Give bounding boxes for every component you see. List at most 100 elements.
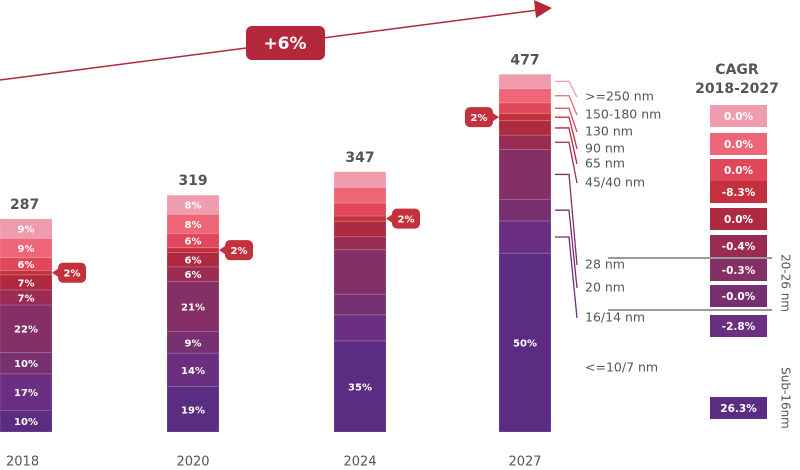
leader-line	[555, 236, 578, 319]
cagr-box	[710, 285, 767, 307]
bar-segment	[333, 340, 387, 433]
cagr-box	[710, 235, 767, 257]
bar-segment	[166, 352, 220, 387]
segment-label: 8%	[185, 220, 202, 231]
leader-line	[555, 116, 578, 150]
segment-label: 6%	[185, 256, 202, 267]
bar-segment	[333, 249, 387, 295]
legend-label: 16/14 nm	[585, 310, 645, 325]
callout-label: 2%	[471, 113, 488, 124]
bar-segment	[333, 236, 387, 251]
bar-segment	[166, 331, 220, 354]
callout-label: 2%	[398, 215, 415, 226]
bar-segment	[333, 187, 387, 204]
segment-label: 22%	[14, 325, 38, 336]
segment-label: 21%	[181, 302, 205, 313]
leader-line	[555, 95, 578, 116]
bar-segment	[498, 134, 552, 150]
x-tick-label: 2018	[6, 455, 39, 470]
cagr-label: -2.8%	[722, 321, 756, 333]
cagr-label: 0.0%	[724, 214, 754, 226]
cagr-label: -8.3%	[722, 187, 756, 199]
cagr-box	[710, 208, 767, 230]
segment-label: 19%	[181, 405, 205, 416]
leader-line	[555, 173, 578, 266]
group-label: 20-26 nm	[779, 254, 793, 312]
cagr-label: 0.0%	[724, 111, 754, 123]
segment-label: 6%	[185, 270, 202, 281]
cagr-box	[710, 159, 767, 181]
callout	[465, 107, 493, 128]
segment-label: 9%	[185, 338, 202, 349]
arrow-head	[534, 0, 552, 18]
cagr-box	[710, 181, 767, 203]
legend-label: 20 nm	[585, 280, 625, 295]
bar-segment	[166, 386, 220, 433]
callout	[392, 208, 420, 229]
segment-label: 17%	[14, 388, 38, 399]
cagr-box	[710, 105, 767, 127]
legend-label: 150-180 nm	[585, 107, 661, 122]
segment-label: 8%	[185, 201, 202, 212]
bar-segment	[333, 171, 387, 188]
cagr-label: 0.0%	[724, 139, 754, 151]
x-tick-label: 2024	[343, 455, 376, 470]
segment-label: 10%	[14, 417, 38, 428]
bar-segment	[333, 314, 387, 342]
group-label: Sub-16nm	[779, 367, 793, 429]
callout-pointer	[386, 214, 392, 223]
legend-label: 45/40 nm	[585, 175, 645, 190]
bar-segment	[0, 270, 53, 276]
x-tick-label: 2027	[508, 455, 541, 470]
legend-label: 130 nm	[585, 124, 633, 139]
leader-line	[555, 209, 578, 289]
segment-label: 50%	[513, 339, 537, 350]
callout	[58, 262, 86, 283]
bar-segment	[498, 199, 552, 222]
segment-label: 9%	[18, 244, 35, 255]
leader-line	[555, 107, 578, 133]
leader-line	[555, 127, 578, 165]
segment-label: 35%	[348, 382, 372, 393]
x-tick-label: 2020	[176, 455, 209, 470]
bar-segment	[498, 113, 552, 122]
segment-label: 9%	[18, 225, 35, 236]
bar-segment	[0, 218, 53, 239]
segment-label: 6%	[185, 237, 202, 248]
segment-label: 10%	[14, 359, 38, 370]
legend-label: 90 nm	[585, 141, 625, 156]
segment-label: 14%	[181, 366, 205, 377]
cagr-box	[710, 397, 767, 419]
cagr-box	[710, 259, 767, 281]
bar-segment	[166, 194, 220, 215]
segment-label: 7%	[18, 278, 35, 289]
callout-label: 2%	[64, 269, 81, 280]
legend-label: 28 nm	[585, 257, 625, 272]
total-label: 477	[510, 52, 539, 68]
bar-segment	[333, 220, 387, 238]
total-label: 347	[345, 150, 374, 166]
bar-segment	[498, 88, 552, 104]
bar-segment	[166, 280, 220, 332]
bar-segment	[498, 120, 552, 136]
bar-segment	[0, 373, 53, 411]
total-label: 287	[10, 197, 39, 213]
total-label: 319	[178, 173, 207, 189]
cagr-title: CAGR	[715, 62, 759, 78]
bar-segment	[333, 202, 387, 217]
cagr-label: -0.4%	[722, 241, 756, 253]
cagr-label: 26.3%	[720, 403, 757, 415]
legend-label: <=10/7 nm	[585, 360, 658, 375]
bar-segment	[498, 102, 552, 114]
bar-segment	[498, 149, 552, 200]
leader-line	[555, 141, 578, 184]
cagr-box	[710, 133, 767, 155]
segment-label: 7%	[18, 293, 35, 304]
callout-pointer	[52, 268, 58, 277]
bar-segment	[166, 247, 220, 253]
callout-label: 2%	[231, 246, 248, 257]
cagr-label: -0.0%	[722, 291, 756, 303]
growth-label: +6%	[263, 34, 306, 54]
callout-pointer	[493, 113, 499, 122]
